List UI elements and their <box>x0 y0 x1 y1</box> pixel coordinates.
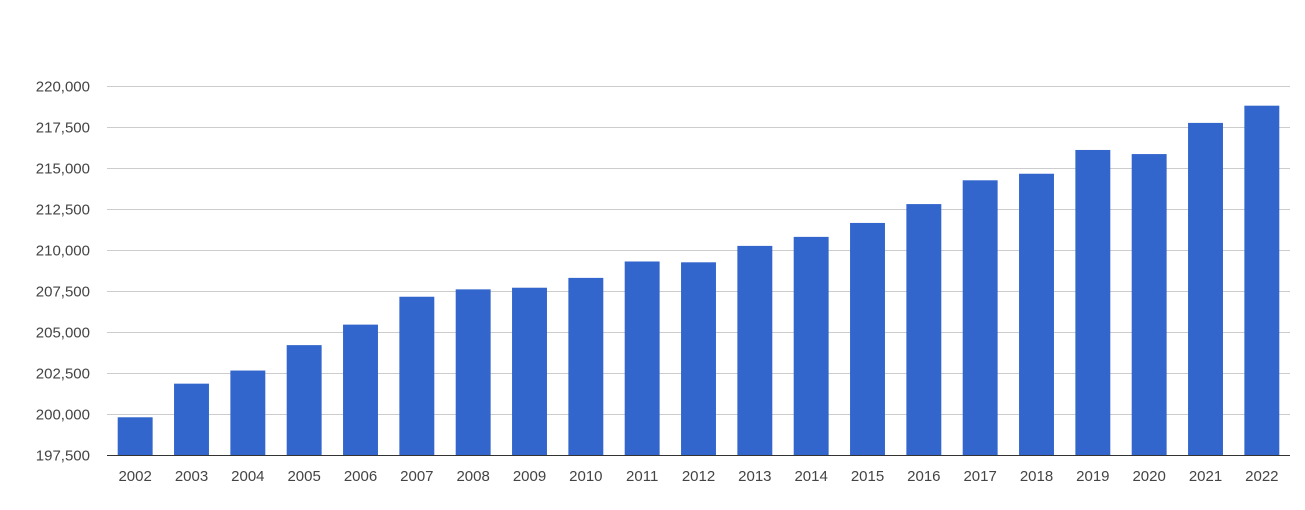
bar-2004 <box>230 370 266 455</box>
x-tick-label: 2012 <box>682 468 715 485</box>
bar-2022 <box>1244 105 1280 456</box>
y-axis-tick-labels: 197,500 200,000 202,500 205,000 207,500 210,0… <box>36 79 90 465</box>
x-tick-label: 2016 <box>907 468 940 485</box>
y-tick-label: 202,500 <box>36 366 90 383</box>
bar-2009 <box>512 287 547 455</box>
y-tick-label: 200,000 <box>36 407 90 424</box>
bar-2010 <box>568 277 604 455</box>
x-tick-label: 2011 <box>626 468 658 485</box>
x-tick-label: 2015 <box>851 468 884 485</box>
y-tick-label: 215,000 <box>36 161 90 178</box>
bar-2011 <box>624 261 660 455</box>
x-tick-label: 2022 <box>1245 468 1278 485</box>
x-axis-tick-labels: 2002 2003 2004 2005 2006 2007 2008 2009 2010 2011… <box>118 468 1278 485</box>
x-tick-label: 2013 <box>738 468 771 485</box>
x-tick-label: 2007 <box>400 468 433 485</box>
bar-2013 <box>737 245 773 455</box>
x-tick-label: 2002 <box>118 468 151 485</box>
x-tick-label: 2020 <box>1132 468 1165 485</box>
x-tick-label: 2005 <box>287 468 320 485</box>
bar-2018 <box>1019 173 1054 456</box>
bar-2006 <box>343 324 378 455</box>
x-tick-label: 2006 <box>344 468 377 485</box>
y-tick-label: 220,000 <box>36 79 90 96</box>
x-tick-label: 2014 <box>794 468 827 485</box>
bar-2019 <box>1075 149 1111 455</box>
y-tick-label: 205,000 <box>36 325 90 342</box>
y-tick-label: 210,000 <box>36 243 90 260</box>
bar-2008 <box>455 289 491 455</box>
bar-2005 <box>286 345 322 455</box>
y-tick-label: 217,500 <box>36 120 90 137</box>
y-tick-label: 197,500 <box>36 448 90 465</box>
x-tick-label: 2019 <box>1076 468 1109 485</box>
bars <box>117 105 1280 456</box>
bar-2016 <box>906 204 942 455</box>
x-tick-label: 2003 <box>175 468 208 485</box>
bar-2014 <box>793 236 829 455</box>
x-tick-label: 2009 <box>513 468 546 485</box>
bar-2021 <box>1188 122 1223 456</box>
bar-2002 <box>117 417 153 455</box>
y-tick-label: 207,500 <box>36 284 90 301</box>
y-tick-label: 212,500 <box>36 202 90 219</box>
x-tick-label: 2021 <box>1189 468 1222 485</box>
bar-2017 <box>962 180 998 456</box>
x-tick-label: 2010 <box>569 468 602 485</box>
x-tick-label: 2017 <box>963 468 996 485</box>
bar-2020 <box>1131 154 1167 455</box>
bar-2003 <box>174 383 209 455</box>
bar-2015 <box>850 222 885 455</box>
bar-2007 <box>399 296 435 455</box>
bar-2012 <box>681 262 716 455</box>
x-tick-label: 2018 <box>1020 468 1053 485</box>
x-tick-label: 2004 <box>231 468 264 485</box>
x-tick-label: 2008 <box>456 468 489 485</box>
